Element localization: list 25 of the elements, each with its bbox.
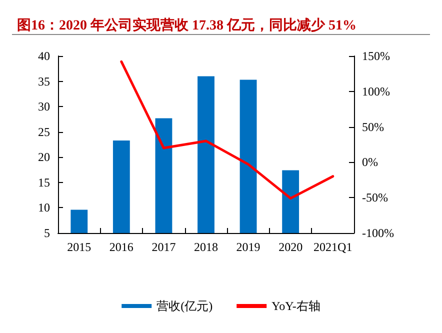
y-tick-label: 40	[38, 49, 50, 63]
legend-label: YoY-右轴	[272, 299, 320, 313]
x-tick-label: 2020	[278, 240, 303, 254]
y2-tick-label: 150%	[362, 49, 390, 63]
x-tick-label: 2016	[109, 240, 134, 254]
y-tick-label: 30	[38, 100, 50, 114]
legend-label: 营收(亿元)	[156, 299, 213, 313]
y2-tick-label: 0%	[362, 155, 378, 170]
line-series	[120, 60, 334, 200]
y-tick-label: 5	[44, 226, 50, 240]
y-tick-label: 35	[38, 74, 50, 88]
x-tick-label: 2018	[194, 240, 218, 254]
x-tick-label: 2019	[236, 240, 260, 254]
y2-tick-label: -50%	[362, 190, 388, 205]
y-tick-label: 25	[38, 124, 50, 139]
x-tick-label: 2021Q1	[314, 240, 352, 254]
y-tick-label: 10	[38, 200, 50, 215]
y2-tick-label: 50%	[362, 120, 384, 134]
x-tick-label: 2017	[152, 240, 176, 254]
y2-tick-label: -100%	[362, 226, 394, 240]
x-tick-label: 2015	[67, 240, 92, 254]
chart-title: 图16：2020 年公司实现营收 17.38 亿元，同比减少 51%	[17, 16, 356, 34]
y-tick-label: 20	[38, 150, 50, 164]
y2-tick-label: 100%	[362, 84, 390, 98]
y-tick-label: 15	[38, 175, 50, 190]
